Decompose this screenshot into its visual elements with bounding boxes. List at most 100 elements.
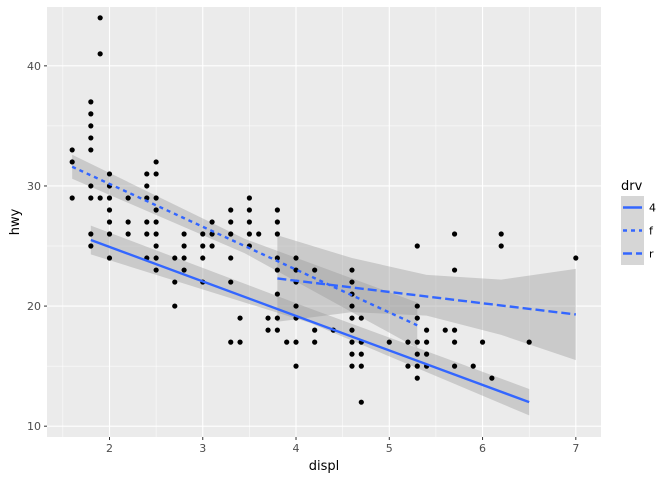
data-point (153, 207, 159, 213)
data-point (423, 339, 430, 345)
data-point (88, 123, 94, 129)
data-point (349, 279, 355, 285)
data-point (349, 327, 355, 333)
data-point (293, 363, 299, 369)
data-point (451, 327, 458, 333)
y-tick-label: 20 (27, 300, 41, 313)
data-point (153, 219, 159, 225)
data-point (144, 183, 150, 189)
data-point (69, 159, 75, 165)
data-point (88, 135, 94, 141)
data-point (88, 99, 94, 105)
data-point (414, 375, 420, 381)
data-point (284, 339, 290, 345)
data-point (237, 315, 243, 321)
data-point (88, 183, 94, 189)
legend-label-f: f (649, 225, 654, 238)
data-point (153, 231, 159, 237)
data-point (228, 279, 234, 285)
data-point (274, 207, 280, 213)
data-point (153, 159, 159, 165)
data-point (293, 255, 299, 261)
data-point (349, 303, 355, 309)
data-point (526, 339, 532, 345)
data-point (69, 195, 75, 201)
data-point (451, 267, 458, 273)
data-point (88, 243, 94, 249)
data-point (88, 195, 94, 201)
data-point (88, 147, 94, 153)
data-point (358, 315, 364, 321)
data-point (246, 207, 252, 213)
x-tick-label: 7 (572, 442, 579, 455)
data-point (274, 267, 280, 273)
data-point (200, 255, 206, 261)
data-point (228, 231, 234, 237)
data-point (125, 231, 131, 237)
x-tick-label: 5 (386, 442, 393, 455)
data-point (106, 231, 113, 237)
data-point (228, 255, 234, 261)
data-point (97, 15, 103, 21)
data-point (69, 147, 75, 153)
data-point (97, 51, 103, 57)
data-point (144, 219, 150, 225)
data-point (228, 207, 234, 213)
data-point (274, 255, 280, 261)
data-point (423, 327, 430, 333)
data-point (181, 231, 187, 237)
y-tick-label: 30 (27, 180, 41, 193)
data-point (414, 363, 420, 369)
data-point (274, 231, 280, 237)
data-point (106, 207, 113, 213)
data-point (153, 171, 159, 177)
data-point (423, 351, 430, 357)
data-point (451, 231, 458, 237)
legend-key-r (621, 242, 644, 265)
y-tick-label: 10 (27, 420, 41, 433)
data-point (451, 339, 458, 345)
data-point (274, 327, 280, 333)
data-point (293, 339, 299, 345)
data-point (106, 255, 113, 261)
data-point (405, 363, 411, 369)
data-point (312, 327, 318, 333)
data-point (479, 339, 486, 345)
data-point (358, 399, 364, 405)
y-tick-labels: 10 20 30 40 (27, 60, 41, 433)
data-point (386, 339, 392, 345)
data-point (97, 195, 103, 201)
data-point (172, 279, 178, 285)
data-point (153, 195, 159, 201)
data-point (349, 339, 355, 345)
data-point (358, 363, 364, 369)
fit-line-r (277, 277, 576, 316)
data-point (349, 363, 355, 369)
data-point (181, 267, 187, 273)
data-point (172, 303, 178, 309)
x-tick-label: 2 (106, 442, 113, 455)
data-point (88, 111, 94, 117)
data-point (106, 195, 113, 201)
data-point (125, 195, 131, 201)
data-point (88, 231, 94, 237)
data-point (498, 243, 504, 249)
data-point (209, 219, 215, 225)
data-point (274, 219, 280, 225)
ribbon-f (72, 154, 418, 349)
data-point (265, 315, 271, 321)
data-point (153, 255, 159, 261)
x-tick-label: 3 (199, 442, 206, 455)
x-axis-title: displ (309, 459, 340, 474)
data-point (312, 339, 318, 345)
data-point (451, 363, 458, 369)
data-point (237, 339, 243, 345)
legend-title: drv (621, 179, 643, 194)
x-tick-label: 6 (479, 442, 486, 455)
data-point (106, 219, 113, 225)
data-point (414, 339, 420, 345)
data-point (293, 303, 299, 309)
data-point (153, 267, 159, 273)
data-point (144, 231, 150, 237)
legend-label-r: r (649, 248, 654, 261)
